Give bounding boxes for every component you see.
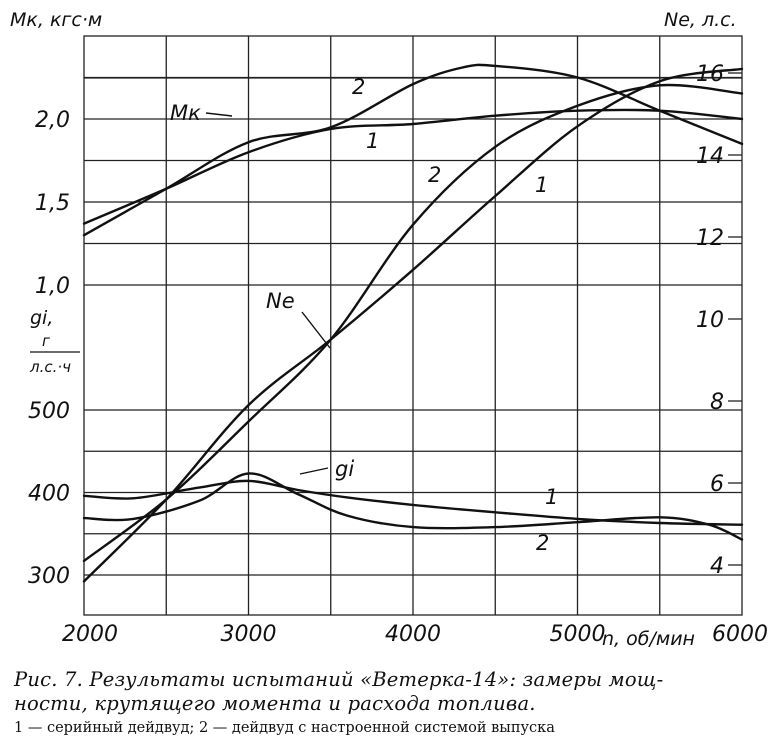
label-leader-lines <box>205 112 331 475</box>
right-axis-title: Ne, л.с. <box>664 9 737 31</box>
power-curve-2 <box>82 83 744 563</box>
right-axis-tick-label: 4 <box>710 554 724 579</box>
x-axis-tick-label: 3000 <box>221 622 277 647</box>
left-bottom-axis-unit-numerator: г <box>42 332 50 350</box>
torque-series1-label: 1 <box>366 129 379 153</box>
x-axis-tick-label: 5000 <box>550 622 606 647</box>
leader-line <box>301 311 331 349</box>
power-curve-label: Ne <box>266 289 295 313</box>
right-axis-tick-label: 8 <box>710 390 724 415</box>
chart-grid <box>83 35 743 616</box>
figure-caption: Рис. 7. Результаты испытаний «Ветерка-14… <box>14 668 762 736</box>
left-bottom-tick-label: 400 <box>28 482 70 507</box>
left-top-axis-title: Mк, кгс·м <box>10 9 102 31</box>
right-axis-tick-label: 14 <box>696 144 724 169</box>
left-bottom-tick-label: 300 <box>28 564 70 589</box>
right-axis-tick-label: 16 <box>696 62 724 87</box>
leader-line <box>205 112 233 117</box>
torque-curve-1 <box>82 108 744 225</box>
power-curve-1 <box>82 67 744 583</box>
power-series2-label: 2 <box>428 163 441 187</box>
left-bottom-axis-title: gi, <box>30 307 53 329</box>
right-axis-tick-label: 12 <box>696 226 724 251</box>
x-axis-tick-label: 6000 <box>712 622 768 647</box>
consumption-curve-label: gi <box>335 457 354 481</box>
torque-series2-label: 2 <box>352 75 365 99</box>
consumption-curve-1 <box>82 479 744 526</box>
left-bottom-axis-unit-denominator: л.с.·ч <box>29 358 71 376</box>
consumption-series1-label: 1 <box>545 485 558 509</box>
x-axis-title: n, об/мин <box>602 628 695 650</box>
caption-title-line2: ности, крутящего момента и расхода топли… <box>14 692 536 715</box>
right-axis-tick-label: 6 <box>710 472 724 497</box>
x-axis-tick-label: 2000 <box>62 622 118 647</box>
chart-curves <box>82 63 744 583</box>
caption-legend: 1 — серийный дейдвуд; 2 — дейдвуд с наст… <box>14 720 555 736</box>
left-top-tick-label: 2,0 <box>35 108 70 133</box>
consumption-curve-2 <box>82 472 744 541</box>
x-axis-tick-label: 4000 <box>385 622 441 647</box>
consumption-series2-label: 2 <box>536 531 549 555</box>
left-top-tick-label: 1,5 <box>35 191 70 216</box>
caption-title-line1: Рис. 7. Результаты испытаний «Ветерка-14… <box>14 668 664 691</box>
torque-curve-2 <box>82 63 744 237</box>
leader-line <box>299 467 329 475</box>
torque-curve-label: Mк <box>170 101 201 125</box>
left-bottom-tick-label: 500 <box>28 399 70 424</box>
right-axis-tick-label: 10 <box>696 308 724 333</box>
left-top-tick-label: 1,0 <box>35 274 70 299</box>
power-series1-label: 1 <box>535 173 548 197</box>
engine-test-chart: Mк, кгс·м Ne, л.с. gi, г л.с.·ч n, об/ми… <box>10 9 768 650</box>
